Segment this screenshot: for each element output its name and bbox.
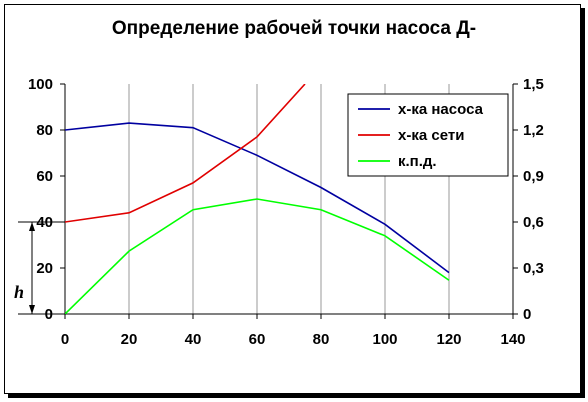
y-tick-label: 20: [36, 260, 53, 277]
x-tick-label: 80: [313, 331, 330, 348]
x-tick-label: 0: [61, 331, 69, 348]
x-tick-label: 40: [185, 331, 202, 348]
legend-label: х-ка насоса: [398, 101, 484, 118]
y2-tick-label: 0: [523, 306, 531, 323]
y2-tick-label: 1,2: [523, 122, 544, 139]
y2-tick-label: 0,3: [523, 260, 544, 277]
series-line-х-ка-сети: [65, 84, 306, 223]
x-tick-label: 140: [500, 331, 525, 348]
x-tick-label: 60: [249, 331, 266, 348]
series-line-х-ка-насоса: [65, 122, 450, 274]
y2-tick-label: 0,9: [523, 168, 544, 185]
x-tick-label: 20: [121, 331, 138, 348]
legend-label: х-ка сети: [398, 127, 464, 144]
h-annotation-label: h: [14, 282, 24, 302]
chart-title: Определение рабочей точки насоса Д-: [111, 18, 477, 39]
h-arrow-top: [29, 222, 35, 231]
h-arrow-bottom: [29, 305, 35, 314]
x-tick-label: 100: [372, 331, 397, 348]
series-line-к-п-д-: [65, 198, 450, 314]
y-tick-label: 100: [28, 76, 53, 93]
legend-label: к.п.д.: [398, 153, 437, 170]
x-tick-label: 120: [436, 331, 461, 348]
y2-tick-label: 0,6: [523, 214, 544, 231]
chart-frame: [4, 4, 581, 394]
y-tick-label: 80: [36, 122, 53, 139]
y-tick-label: 60: [36, 168, 53, 185]
y2-tick-label: 1,5: [523, 76, 544, 93]
